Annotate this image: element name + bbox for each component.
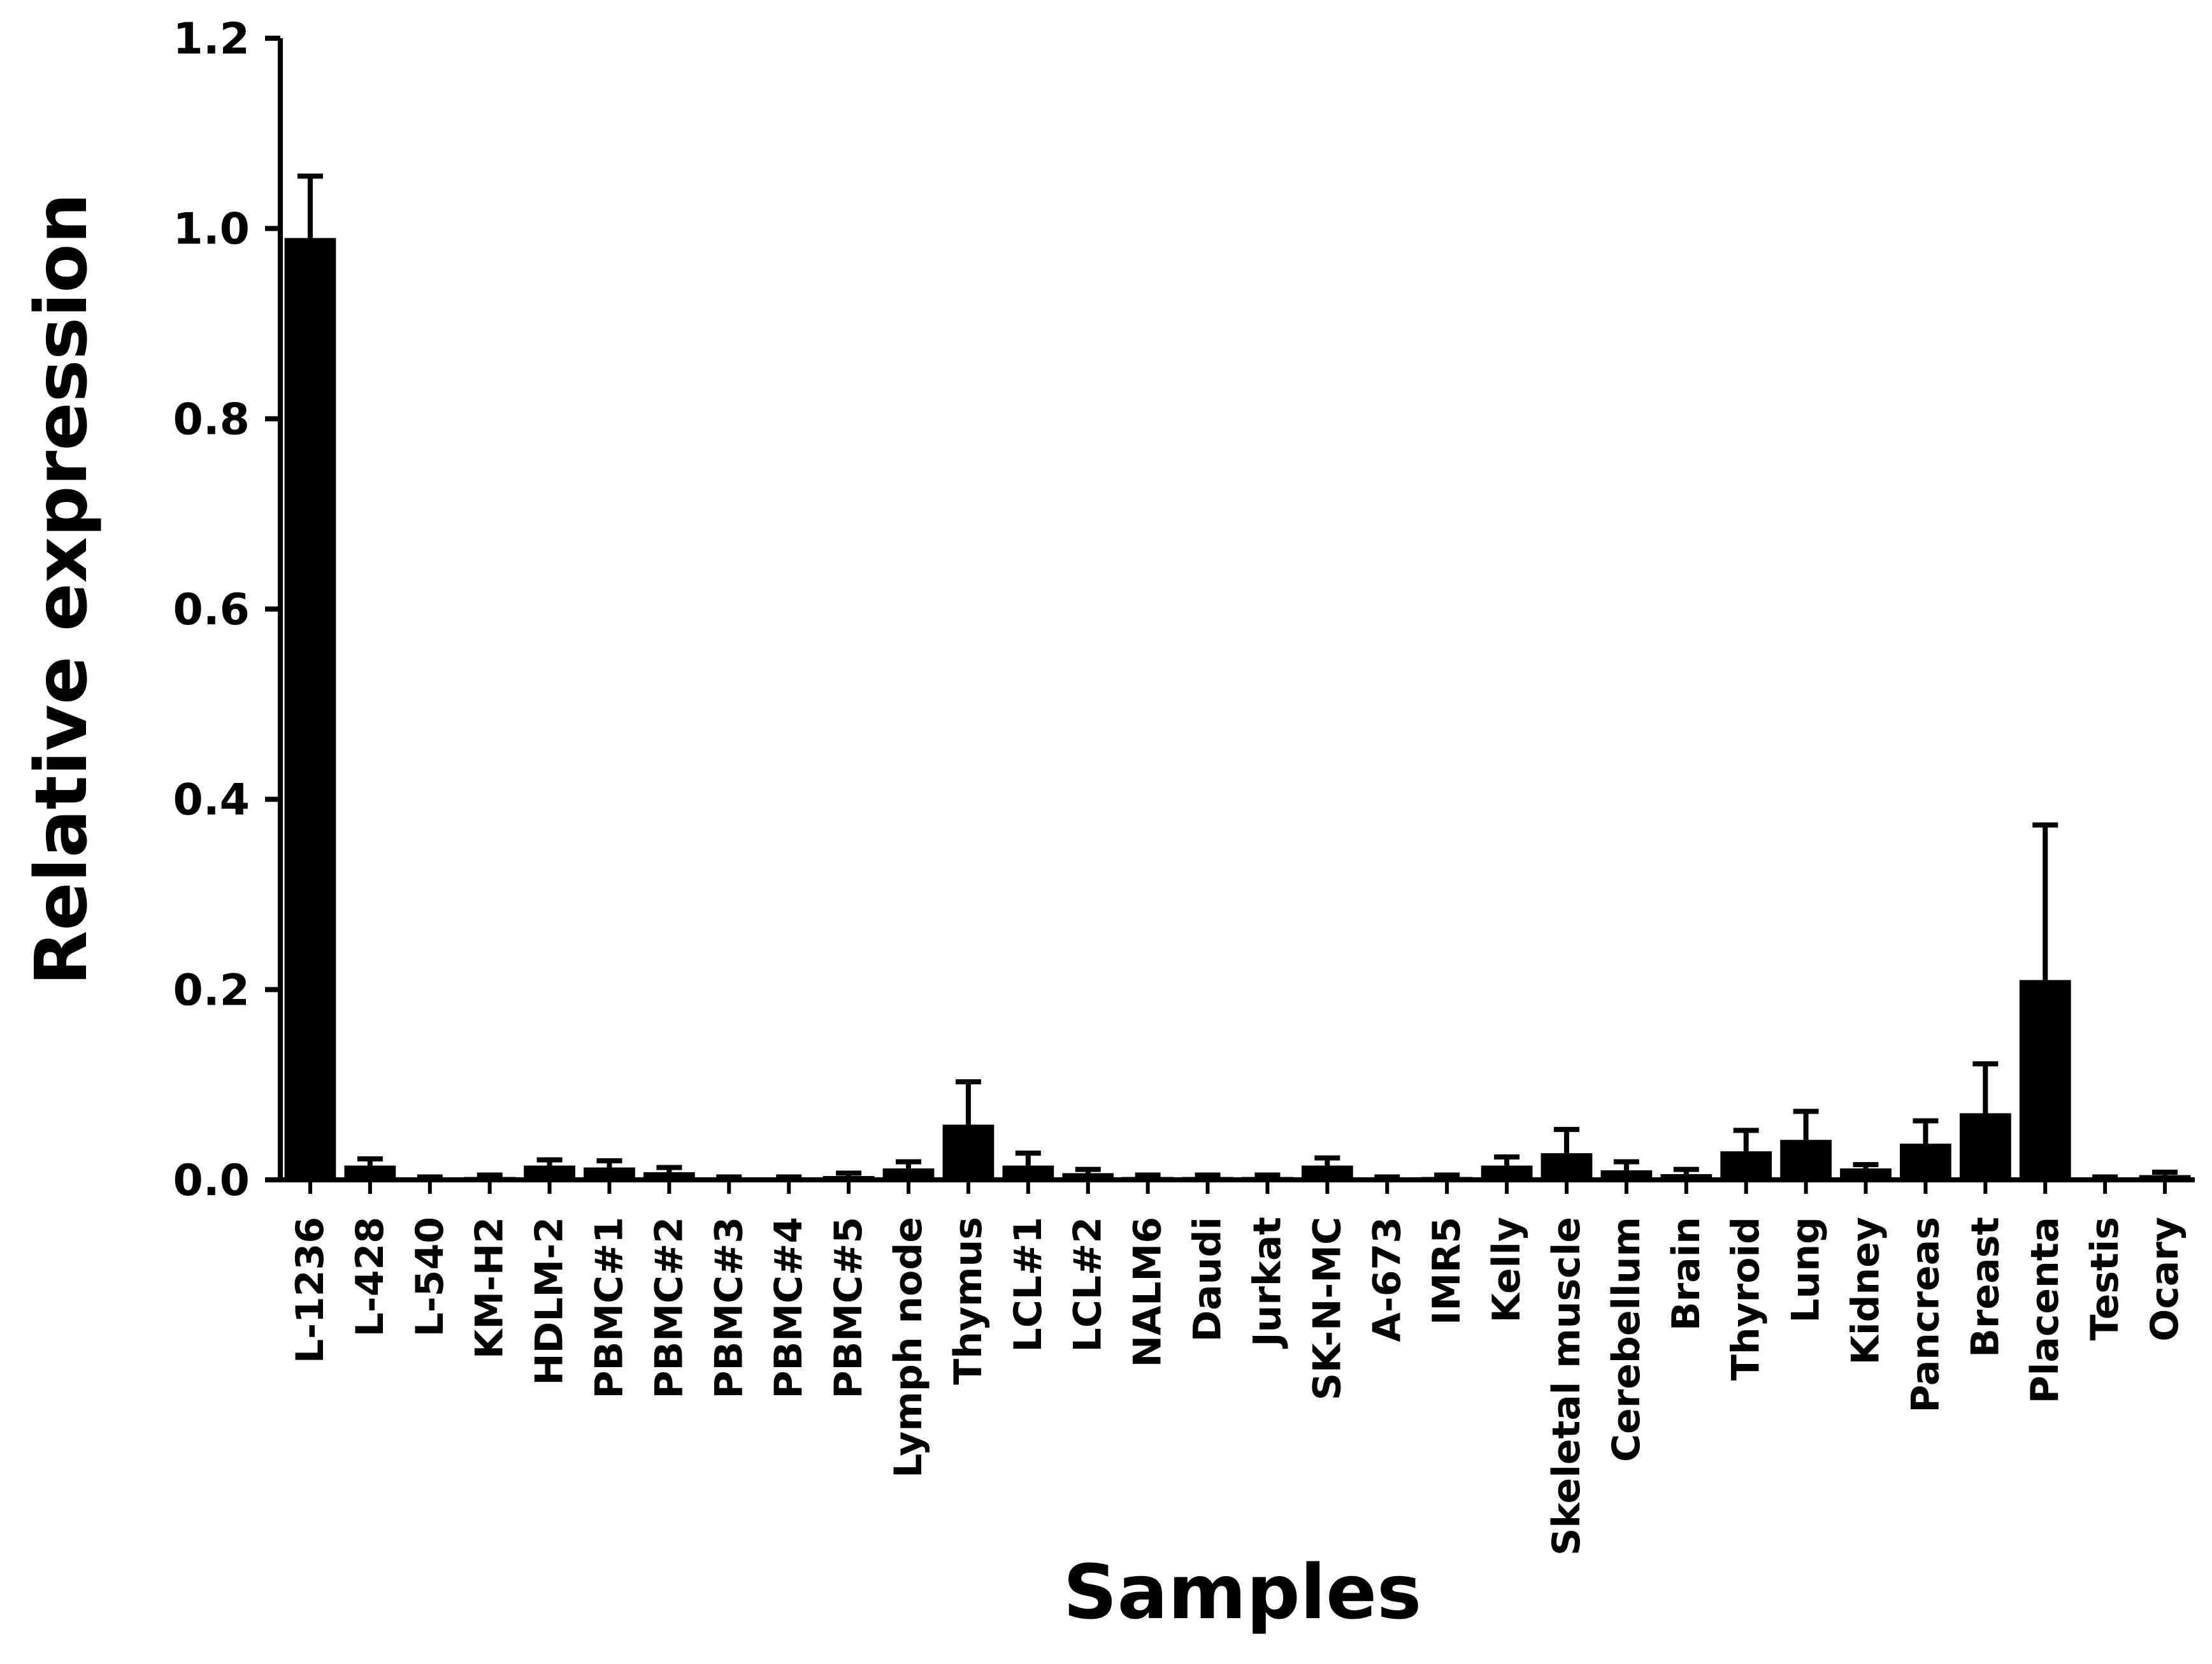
y-tick-label: 1.2 <box>173 14 250 64</box>
x-tick-label: Placenta <box>2023 1217 2067 1403</box>
y-tick-label: 0.6 <box>173 585 250 635</box>
x-tick-label: PBMC#1 <box>587 1217 631 1398</box>
bar <box>2019 980 2071 1180</box>
x-tick-label: PBMC#5 <box>826 1217 871 1398</box>
bar <box>1959 1113 2011 1180</box>
bar <box>1301 1165 1353 1180</box>
y-tick-label: 0.4 <box>173 775 250 826</box>
bars-group <box>284 238 2191 1180</box>
bar <box>1720 1151 1772 1180</box>
x-tick-label: Ocary <box>2143 1217 2187 1342</box>
x-tick-label: Jurkat <box>1245 1217 1289 1349</box>
x-tick-label: Daudi <box>1186 1217 1230 1342</box>
error-bars-group <box>297 173 2178 1180</box>
y-tick-labels: 0.0 0.2 0.4 0.6 0.8 1.0 1.2 <box>173 14 250 1206</box>
bar <box>1062 1173 1114 1180</box>
x-tick-label: LCL#1 <box>1006 1217 1051 1352</box>
x-tick-label: L-428 <box>348 1217 392 1337</box>
x-tick-label: Kelly <box>1484 1217 1529 1323</box>
x-tick-labels: L-1236 L-428 L-540 KM-H2 HDLM-2 PBMC#1 PBMC#2 P… <box>288 1217 2187 1556</box>
x-tick-label: Thymus <box>946 1217 991 1385</box>
bar <box>1660 1174 1713 1180</box>
bar <box>942 1124 995 1180</box>
x-tick-label: IMR5 <box>1425 1217 1469 1325</box>
x-tick-label: L-1236 <box>288 1217 333 1363</box>
bar <box>1540 1153 1593 1180</box>
bar <box>1002 1165 1054 1180</box>
bar <box>524 1165 575 1180</box>
x-tick-label: PBMC#3 <box>707 1217 751 1398</box>
x-tick-label: Brain <box>1664 1217 1709 1331</box>
x-tick-label: NALM6 <box>1126 1217 1170 1367</box>
bar <box>882 1168 935 1180</box>
y-tick-label: 0.2 <box>173 965 250 1015</box>
bar <box>1840 1168 1892 1180</box>
x-tick-label: A-673 <box>1365 1217 1409 1342</box>
x-tick-label: Lymph node <box>886 1217 931 1478</box>
bar <box>1900 1144 1951 1180</box>
x-tick-label: Lung <box>1784 1217 1828 1323</box>
x-tick-label: Skeletal muscle <box>1544 1217 1589 1556</box>
bar <box>344 1165 396 1180</box>
bar <box>284 238 336 1180</box>
bar <box>643 1172 695 1180</box>
x-tick-label: SK-N-MC <box>1305 1217 1349 1400</box>
x-tick-label: Kidney <box>1844 1217 1888 1365</box>
x-tick-label: HDLM-2 <box>528 1217 572 1386</box>
x-tick-label: Breast <box>1963 1217 2007 1358</box>
x-tick-label: Cerebellum <box>1604 1217 1649 1462</box>
x-tick-label: KM-H2 <box>468 1217 512 1359</box>
y-axis-title: Relative expression <box>20 193 103 986</box>
axes-group <box>265 36 2195 1194</box>
y-tick-label: 0.0 <box>173 1156 250 1206</box>
y-tick-label: 1.0 <box>173 204 250 255</box>
x-tick-label: LCL#2 <box>1066 1217 1110 1352</box>
x-tick-label: PBMC#4 <box>766 1217 811 1398</box>
y-tick-label: 0.8 <box>173 394 250 445</box>
x-tick-label: Pancreas <box>1903 1217 1948 1413</box>
x-axis-title: Samples <box>1063 1548 1422 1636</box>
bar <box>1481 1165 1533 1180</box>
bar <box>1780 1140 1832 1180</box>
x-tick-label: Testis <box>2083 1217 2127 1340</box>
bar <box>584 1167 635 1180</box>
x-tick-label: L-540 <box>408 1217 452 1337</box>
x-tick-label: Thyroid <box>1724 1217 1769 1381</box>
x-tick-label: PBMC#2 <box>647 1217 691 1398</box>
